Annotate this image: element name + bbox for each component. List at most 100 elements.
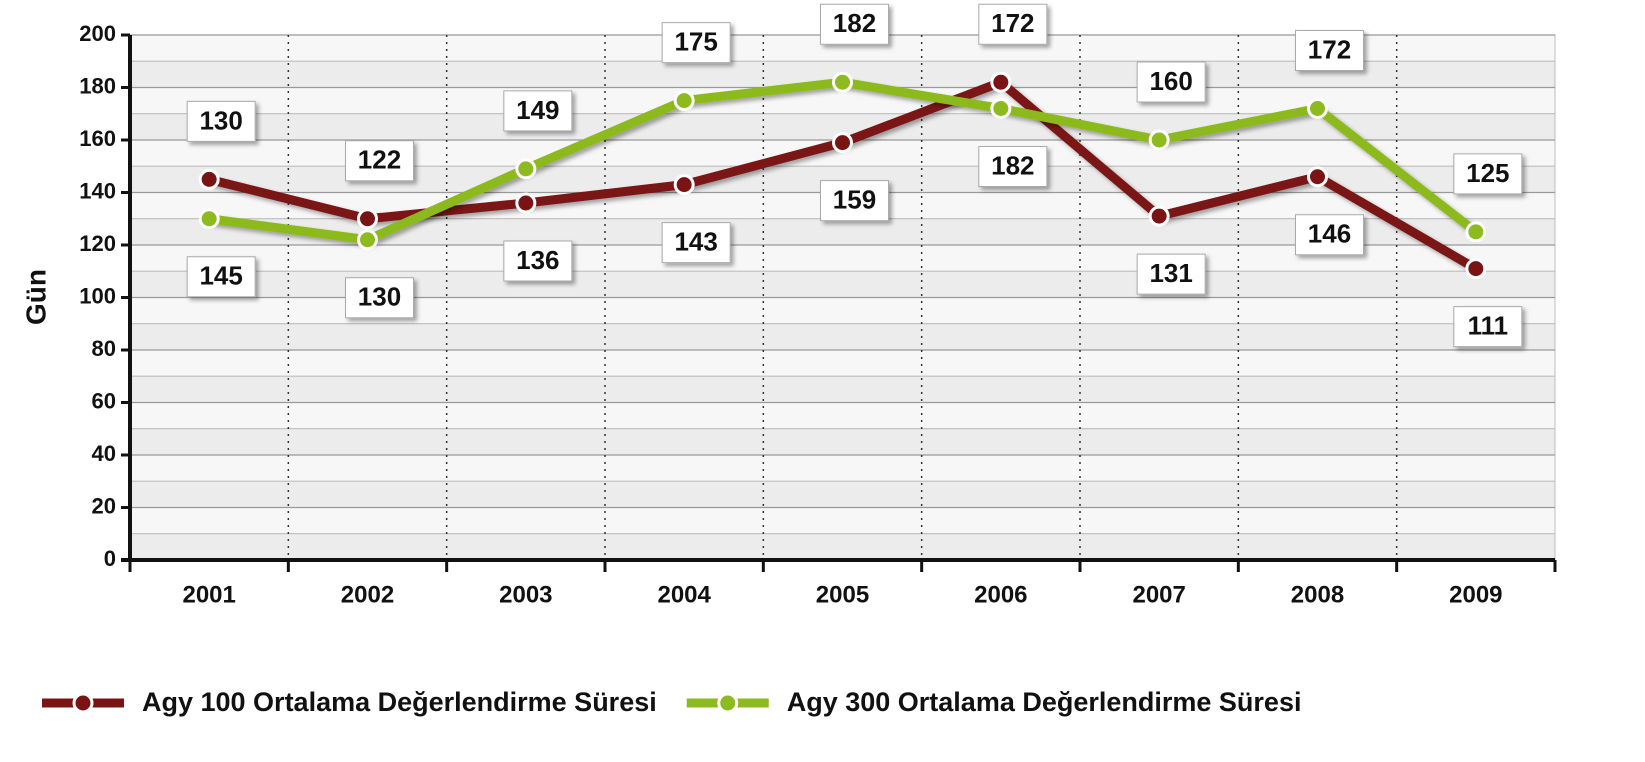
value-label-text: 145: [199, 261, 242, 291]
value-label-box: [1453, 306, 1523, 348]
plot-stripe: [129, 454, 1556, 482]
value-label-text: 175: [674, 27, 717, 57]
value-label-box: [820, 180, 889, 222]
point: [198, 168, 220, 190]
value-label-box: [978, 3, 1048, 45]
y-tick-label: 20: [92, 493, 116, 518]
value-label-box: [661, 22, 731, 64]
x-tick-label: 2002: [341, 581, 394, 608]
value-label-box: [345, 140, 414, 182]
value-label: 125: [1453, 153, 1523, 195]
value-label: 182: [820, 3, 889, 45]
value-label-text: 160: [1149, 66, 1192, 96]
y-tick-label: 100: [79, 283, 116, 308]
value-label-text: 182: [991, 150, 1034, 180]
plot-stripe: [129, 507, 1556, 535]
plot-stripe: [129, 480, 1556, 508]
value-label: 149: [503, 90, 573, 132]
value-label: 130: [345, 277, 414, 319]
value-label-box: [1136, 253, 1206, 295]
y-tick-label: 80: [92, 336, 116, 361]
point: [1148, 129, 1170, 151]
point: [1307, 98, 1328, 119]
y-tick-label: 60: [92, 388, 116, 413]
point: [357, 229, 378, 251]
value-label-box: [345, 277, 414, 319]
x-tick-label: 2003: [499, 581, 552, 608]
value-label: 131: [1136, 253, 1206, 295]
value-label-box: [820, 3, 889, 45]
point: [357, 208, 378, 230]
point: [1307, 166, 1328, 188]
x-tick-label: 2001: [182, 581, 235, 608]
value-label-text: 143: [674, 227, 717, 257]
value-label-text: 146: [1308, 219, 1351, 249]
x-tick-label: 2004: [657, 581, 711, 608]
value-label-box: [1136, 61, 1206, 103]
point: [515, 192, 537, 214]
value-label-box: [1453, 153, 1523, 195]
plot-stripe: [129, 402, 1556, 430]
legend-marker: [717, 692, 739, 714]
value-label-box: [503, 240, 573, 282]
value-label: 145: [186, 256, 256, 298]
value-label: 175: [661, 22, 731, 64]
plot-stripe: [129, 297, 1556, 325]
x-tick-label: 2007: [1132, 581, 1185, 608]
x-tick-label: 2009: [1449, 581, 1502, 608]
plot-stripe: [129, 323, 1556, 351]
value-label: 159: [820, 180, 889, 222]
value-label-text: 111: [1468, 311, 1509, 341]
value-label-text: 122: [358, 145, 401, 175]
x-tick-label: 2006: [974, 581, 1027, 608]
value-label-box: [1295, 30, 1364, 71]
y-tick-label: 200: [79, 21, 116, 46]
point: [1465, 221, 1487, 243]
y-tick-label: 0: [104, 546, 116, 571]
value-label-text: 130: [199, 105, 242, 135]
value-label-text: 159: [833, 185, 876, 215]
point: [990, 71, 1012, 93]
legend-marker: [72, 692, 94, 714]
value-label: 146: [1295, 214, 1364, 256]
plot-stripe: [129, 375, 1556, 403]
value-label: 122: [345, 140, 414, 182]
value-label: 172: [1295, 30, 1364, 71]
y-axis-label: Gün: [20, 269, 51, 325]
point: [198, 208, 220, 230]
value-label-text: 125: [1466, 158, 1509, 188]
value-label-text: 149: [516, 95, 559, 125]
value-label: 172: [978, 3, 1048, 45]
value-label: 136: [503, 240, 573, 282]
legend-label: Agy 300 Ortalama Değerlendirme Süresi: [787, 687, 1302, 717]
value-label-box: [186, 100, 256, 142]
point: [832, 71, 853, 93]
point: [673, 90, 695, 112]
y-tick-label: 120: [79, 231, 116, 256]
y-tick-label: 160: [79, 126, 116, 151]
value-label: 160: [1136, 61, 1206, 103]
y-tick-label: 180: [79, 73, 116, 98]
point: [1148, 205, 1170, 227]
y-tick-label: 140: [79, 178, 116, 203]
plot-stripe: [129, 428, 1556, 456]
value-label-text: 182: [833, 8, 876, 38]
value-label-text: 131: [1149, 258, 1192, 288]
point: [515, 158, 537, 180]
point: [990, 98, 1012, 119]
value-label: 143: [661, 222, 731, 264]
x-tick-label: 2008: [1291, 581, 1344, 608]
value-label-text: 136: [516, 245, 559, 275]
value-label-box: [186, 256, 256, 298]
plot-stripe: [129, 270, 1556, 298]
value-label-text: 130: [358, 282, 401, 312]
x-tick-label: 2005: [816, 581, 869, 608]
value-label-box: [978, 146, 1048, 187]
value-label-box: [1295, 214, 1364, 256]
legend-label: Agy 100 Ortalama Değerlendirme Süresi: [142, 687, 657, 717]
value-label: 130: [186, 100, 256, 142]
value-label-box: [661, 222, 731, 264]
value-label: 182: [978, 146, 1048, 187]
plot-stripe: [129, 349, 1556, 377]
